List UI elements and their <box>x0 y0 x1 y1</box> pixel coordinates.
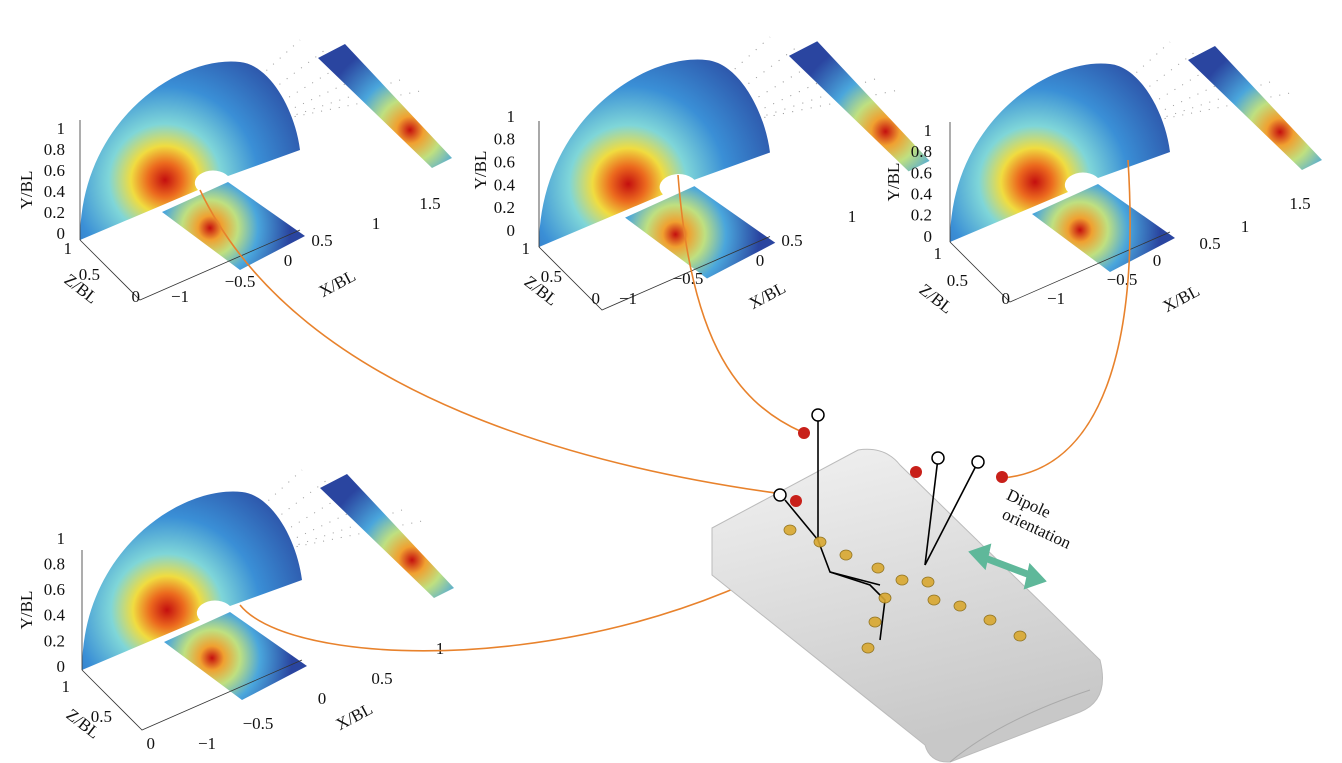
y-tick-label: 0 <box>924 227 933 246</box>
y-tick-label: 0.4 <box>494 175 516 194</box>
side-slice <box>1188 46 1322 170</box>
x-tick-label: −0.5 <box>243 714 274 733</box>
y-tick-label: 0.8 <box>911 142 932 161</box>
y-tick-label: 0.6 <box>911 163 932 182</box>
x-axis-label: X/BL <box>316 266 359 301</box>
y-tick-label: 0.8 <box>494 130 515 149</box>
z-tick-label: 0 <box>1002 289 1011 308</box>
y-tick-label: 0.8 <box>44 555 65 574</box>
plot-surfaces <box>79 39 452 301</box>
x-tick-label: 1 <box>372 214 381 233</box>
y-tick-label: 0.4 <box>44 182 66 201</box>
x-tick-label: −0.5 <box>225 272 256 291</box>
x-tick-label: 1 <box>848 207 857 226</box>
plot-surfaces <box>81 469 454 731</box>
z-tick-label: 1 <box>934 244 943 263</box>
grid-line <box>141 499 378 611</box>
polar-slice <box>80 61 300 240</box>
connector <box>199 189 791 496</box>
grid-line <box>139 69 376 181</box>
x-tick-label: −1 <box>1047 289 1065 308</box>
z-tick-label: 1 <box>62 677 71 696</box>
z-tick-label: 0.5 <box>541 267 562 286</box>
x-tick-label: 0 <box>284 251 293 270</box>
side-slice <box>318 44 452 168</box>
y-tick-label: 0 <box>57 657 66 676</box>
z-tick-label: 1 <box>64 239 73 258</box>
axis-frame <box>949 122 1171 303</box>
grid-line <box>601 68 849 185</box>
polar-slice <box>539 59 770 247</box>
y-tick-label: 0.6 <box>44 580 65 599</box>
connector <box>677 174 803 433</box>
side-slice <box>320 474 454 598</box>
y-axis-label: Y/BL <box>17 591 36 630</box>
side-slice <box>788 41 930 172</box>
y-tick-label: 1 <box>57 529 66 548</box>
polar-slice <box>950 63 1170 242</box>
floor-slice <box>625 186 776 279</box>
floor-slice <box>164 612 307 700</box>
z-tick-label: 0.5 <box>947 271 968 290</box>
x-tick-label: 1.5 <box>419 194 440 213</box>
x-tick-label: −1 <box>619 289 637 308</box>
floor-slice <box>1032 184 1175 272</box>
polar-slice <box>82 491 302 670</box>
y-tick-label: 0.2 <box>44 631 65 650</box>
x-tick-label: 0.5 <box>781 231 802 250</box>
y-tick-label: 0.4 <box>911 185 933 204</box>
y-tick-label: 0.2 <box>911 206 932 225</box>
x-tick-label: 1 <box>436 639 445 658</box>
y-tick-label: 1 <box>507 107 516 126</box>
y-axis-label: Y/BL <box>884 163 903 202</box>
animal-body: Dipole orientation <box>711 408 1103 763</box>
x-tick-label: −0.5 <box>1107 270 1138 289</box>
grid-line <box>1009 71 1246 183</box>
y-tick-label: 1 <box>924 121 933 140</box>
axis-frame <box>538 120 771 311</box>
y-tick-label: 0.8 <box>44 140 65 159</box>
x-axis-label: X/BL <box>333 699 376 734</box>
floor-slice <box>162 182 305 270</box>
x-tick-label: 1 <box>1241 217 1250 236</box>
y-tick-label: 0.2 <box>44 203 65 222</box>
x-tick-label: −1 <box>171 287 189 306</box>
x-axis-label: X/BL <box>1160 281 1203 316</box>
y-axis-label: Y/BL <box>471 151 490 190</box>
z-tick-label: 0.5 <box>79 265 100 284</box>
z-tick-label: 1 <box>522 239 531 258</box>
x-tick-label: 0 <box>756 251 765 270</box>
y-tick-label: 1 <box>57 119 66 138</box>
y-tick-label: 0.2 <box>494 198 515 217</box>
z-tick-label: 0 <box>592 289 601 308</box>
x-tick-label: 0 <box>1153 251 1162 270</box>
x-tick-label: 1.5 <box>1289 194 1310 213</box>
y-tick-label: 0.6 <box>44 161 65 180</box>
z-tick-label: 0 <box>132 287 141 306</box>
z-tick-label: 0 <box>147 734 156 753</box>
plot-surfaces <box>538 36 930 311</box>
z-tick-label: 0.5 <box>91 707 112 726</box>
axis-frame <box>79 120 301 301</box>
y-tick-label: 0.4 <box>44 606 66 625</box>
y-tick-label: 0.6 <box>494 153 515 172</box>
x-tick-label: 0.5 <box>371 669 392 688</box>
y-tick-label: 0 <box>57 224 66 243</box>
x-tick-label: 0.5 <box>311 231 332 250</box>
connector <box>1001 159 1131 479</box>
plot-surfaces <box>949 41 1322 303</box>
x-tick-label: −0.5 <box>673 269 704 288</box>
x-axis-label: X/BL <box>746 278 789 313</box>
y-tick-label: 0 <box>507 221 516 240</box>
x-tick-label: 0.5 <box>1199 234 1220 253</box>
y-axis-label: Y/BL <box>17 171 36 210</box>
x-tick-label: 0 <box>318 689 327 708</box>
axis-frame <box>81 550 303 731</box>
x-tick-label: −1 <box>198 734 216 753</box>
